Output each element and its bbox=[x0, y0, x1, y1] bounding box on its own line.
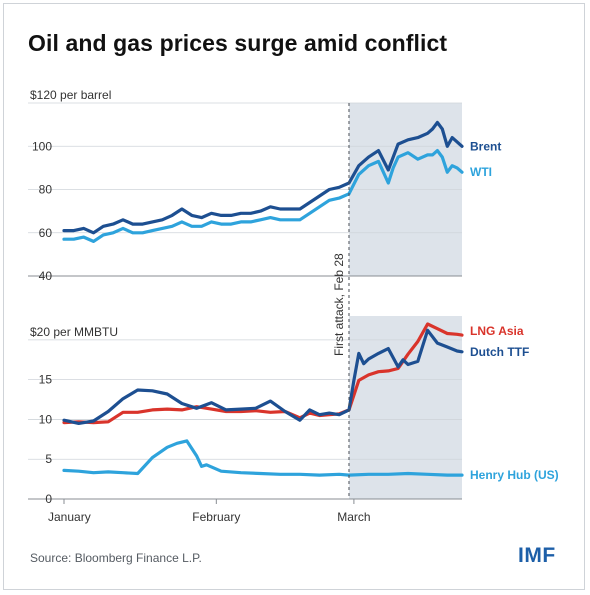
chart-title: Oil and gas prices surge amid conflict bbox=[28, 30, 448, 56]
y-tick-label: 60 bbox=[39, 226, 53, 240]
y-tick-label: 40 bbox=[39, 269, 53, 283]
series-line-brent bbox=[62, 120, 464, 235]
y-tick-label: 15 bbox=[39, 373, 53, 387]
source-note: Source: Bloomberg Finance L.P. bbox=[30, 551, 202, 565]
legend-label: Brent bbox=[470, 139, 501, 153]
post-attack-shade bbox=[348, 316, 462, 499]
y-tick-label: 10 bbox=[39, 412, 53, 426]
y-tick-label: 80 bbox=[39, 183, 53, 197]
series-line-henry-hub-us bbox=[62, 439, 464, 477]
y-tick-label: 100 bbox=[32, 139, 52, 153]
legend-label: LNG Asia bbox=[470, 324, 524, 338]
y-tick-label: 5 bbox=[45, 452, 52, 466]
legend-label: WTI bbox=[470, 165, 492, 179]
y-tick-label: 0 bbox=[45, 492, 52, 506]
panel-1: $120 per barrel 100 80 60 40 Brent WTI bbox=[28, 88, 501, 283]
legend-label: Dutch TTF bbox=[470, 345, 529, 359]
imf-logo: IMF bbox=[518, 544, 556, 567]
chart-frame bbox=[3, 3, 585, 590]
x-tick-label: March bbox=[337, 510, 370, 524]
y-axis-unit-label: $120 per barrel bbox=[30, 88, 111, 102]
series-line-wti bbox=[62, 149, 464, 243]
y-axis-unit-label: $20 per MMBTU bbox=[30, 325, 118, 339]
x-tick-label: January bbox=[48, 510, 91, 524]
legend-label: Henry Hub (US) bbox=[470, 468, 559, 482]
series-line-dutch-ttf bbox=[62, 328, 464, 425]
x-tick-label: February bbox=[192, 510, 240, 524]
panel-2: $20 per MMBTU 15 10 5 0 LNG Asia Dutch TTF Henr… bbox=[28, 316, 559, 524]
annotation-label: First attack, Feb 28 bbox=[332, 253, 346, 356]
